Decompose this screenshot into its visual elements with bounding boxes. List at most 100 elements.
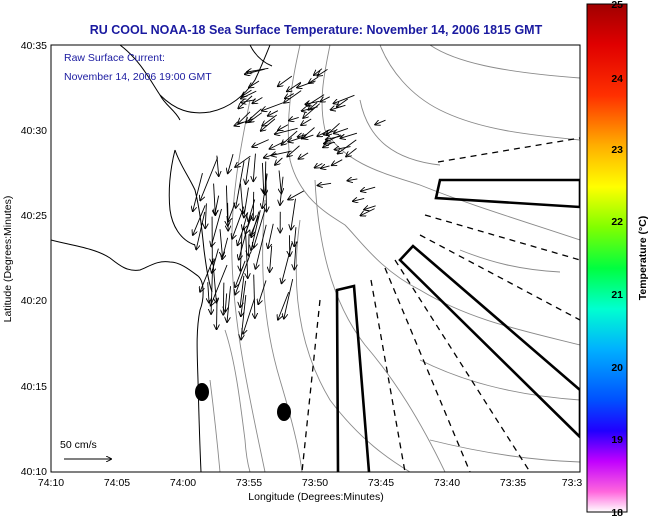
current-vector: [261, 118, 276, 131]
y-tick-label: 40:25: [21, 210, 47, 222]
x-axis-label: Longitude (Degrees:Minutes): [248, 491, 383, 503]
x-tick-label: 73:35: [500, 477, 526, 489]
current-vector: [353, 198, 365, 201]
current-vector: [284, 90, 302, 103]
current-vector: [253, 97, 263, 104]
survey-tracks: [335, 178, 580, 472]
current-vector: [258, 280, 267, 304]
current-vector: [196, 211, 206, 249]
current-vector: [239, 216, 251, 260]
colorbar-tick-label: 21: [611, 289, 623, 301]
radial-lines: [301, 137, 580, 472]
current-vector: [334, 128, 349, 133]
y-tick-label: 40:20: [21, 295, 47, 307]
current-vector: [337, 98, 348, 107]
current-vector: [320, 96, 330, 102]
current-vector: [299, 152, 309, 159]
current-vector: [282, 242, 293, 283]
current-vector: [193, 205, 206, 235]
current-vector: [318, 183, 332, 185]
map-plot-area: [51, 45, 580, 472]
current-vector: [287, 145, 300, 157]
current-vector: [285, 93, 294, 99]
current-vector: [338, 139, 357, 154]
current-vector: [331, 104, 346, 109]
current-vector: [252, 139, 269, 147]
current-vector: [294, 241, 296, 269]
current-vector: [298, 135, 307, 137]
current-vector: [332, 159, 343, 166]
current-vector: [246, 157, 250, 184]
colorbar-tick-label: 23: [611, 144, 623, 156]
map-title: RU COOL NOAA-18 Sea Surface Temperature:…: [90, 23, 543, 37]
current-vector: [200, 258, 214, 292]
current-vector: [268, 110, 279, 116]
current-vector: [243, 298, 255, 333]
x-tick-label: 73:45: [368, 477, 394, 489]
x-tick-label: 73:3: [562, 477, 583, 489]
current-vector: [289, 117, 299, 120]
colorbar-tick-label: 18: [611, 507, 623, 518]
current-vector: [220, 229, 222, 256]
marker-dot: [277, 403, 291, 421]
current-vector: [334, 94, 355, 103]
current-vector: [303, 135, 314, 138]
current-vector: [262, 162, 263, 193]
current-vector: [254, 208, 266, 248]
current-vector: [223, 282, 224, 315]
current-vector: [278, 292, 290, 319]
colorbar-tick-label: 19: [611, 434, 623, 446]
current-vector: [288, 190, 305, 200]
current-vector: [341, 132, 358, 138]
current-vector: [208, 282, 209, 302]
colorbar-tick-label: 22: [611, 216, 623, 228]
current-vector: [241, 90, 257, 98]
current-vector: [275, 127, 298, 134]
current-vector: [245, 68, 265, 74]
y-axis-ticks: 40:35 40:30 40:25 40:20 40:15 40:10: [21, 40, 47, 478]
current-vector: [317, 129, 331, 136]
current-vector: [278, 75, 293, 86]
current-vector: [270, 245, 272, 272]
current-vector: [235, 260, 246, 287]
current-vector: [301, 118, 312, 125]
current-vector: [306, 94, 325, 106]
colorbar-ticks: 25 24 23 22 21 20 19 18: [611, 0, 623, 518]
current-vector: [324, 129, 336, 134]
current-vector: [321, 166, 330, 168]
x-axis-ticks: 74:10 74:05 74:00 73:55 73:50 73:45 73:4…: [38, 477, 583, 489]
current-vector: [251, 215, 259, 235]
x-tick-label: 74:10: [38, 477, 64, 489]
y-tick-label: 40:35: [21, 40, 47, 52]
current-vector: [240, 275, 245, 307]
current-vector: [228, 202, 229, 231]
current-vector: [262, 114, 277, 126]
current-vector: [275, 157, 283, 165]
scale-label: 50 cm/s: [60, 439, 97, 451]
current-vector: [318, 68, 328, 75]
x-tick-label: 74:00: [170, 477, 196, 489]
current-vector: [227, 286, 231, 322]
current-vector: [375, 119, 386, 124]
current-vector: [297, 80, 316, 88]
colorbar-label: Temperature (°C): [637, 216, 649, 301]
colorbar: [586, 3, 628, 513]
current-vector: [238, 95, 253, 108]
current-vector: [309, 76, 319, 83]
current-vector: [294, 227, 296, 246]
current-vector: [193, 173, 203, 211]
current-vector: [211, 208, 222, 246]
marker-dot: [195, 383, 209, 401]
colorbar-tick-label: 24: [611, 73, 623, 85]
y-tick-label: 40:10: [21, 466, 47, 478]
current-vector: [262, 102, 284, 111]
y-axis-label: Latitude (Degrees:Minutes): [2, 196, 14, 323]
current-vector: [235, 118, 254, 126]
current-vector: [268, 223, 274, 248]
current-vector: [225, 293, 226, 311]
current-vector: [348, 179, 358, 181]
current-vector: [361, 208, 375, 216]
current-vector: [212, 259, 217, 302]
colorbar-tick-label: 20: [611, 362, 623, 374]
